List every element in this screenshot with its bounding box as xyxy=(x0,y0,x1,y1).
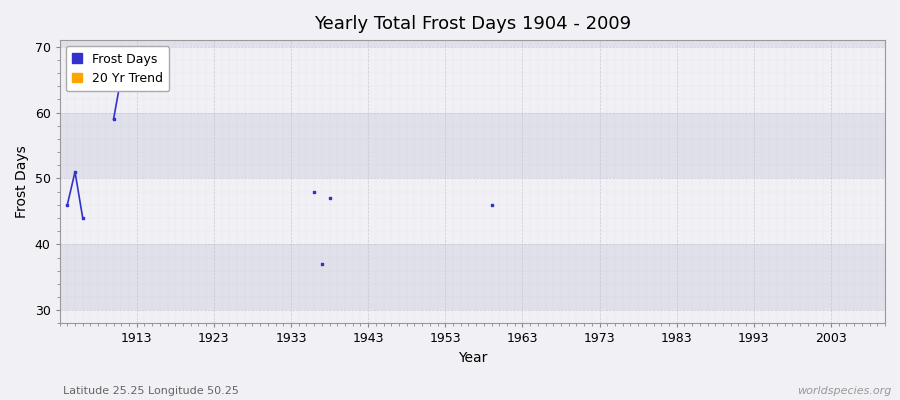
Point xyxy=(106,116,121,122)
Point xyxy=(76,215,90,221)
Point xyxy=(484,202,499,208)
Title: Yearly Total Frost Days 1904 - 2009: Yearly Total Frost Days 1904 - 2009 xyxy=(314,15,631,33)
Text: worldspecies.org: worldspecies.org xyxy=(796,386,891,396)
Bar xyxy=(59,112,885,178)
Bar xyxy=(59,0,885,47)
Point xyxy=(114,73,129,80)
Point xyxy=(315,261,329,267)
Bar xyxy=(59,244,885,310)
Y-axis label: Frost Days: Frost Days xyxy=(15,145,29,218)
Point xyxy=(68,169,82,175)
X-axis label: Year: Year xyxy=(457,351,487,365)
Point xyxy=(307,188,321,195)
Point xyxy=(322,195,337,202)
Point xyxy=(60,202,75,208)
Text: Latitude 25.25 Longitude 50.25: Latitude 25.25 Longitude 50.25 xyxy=(63,386,238,396)
Legend: Frost Days, 20 Yr Trend: Frost Days, 20 Yr Trend xyxy=(66,46,169,91)
